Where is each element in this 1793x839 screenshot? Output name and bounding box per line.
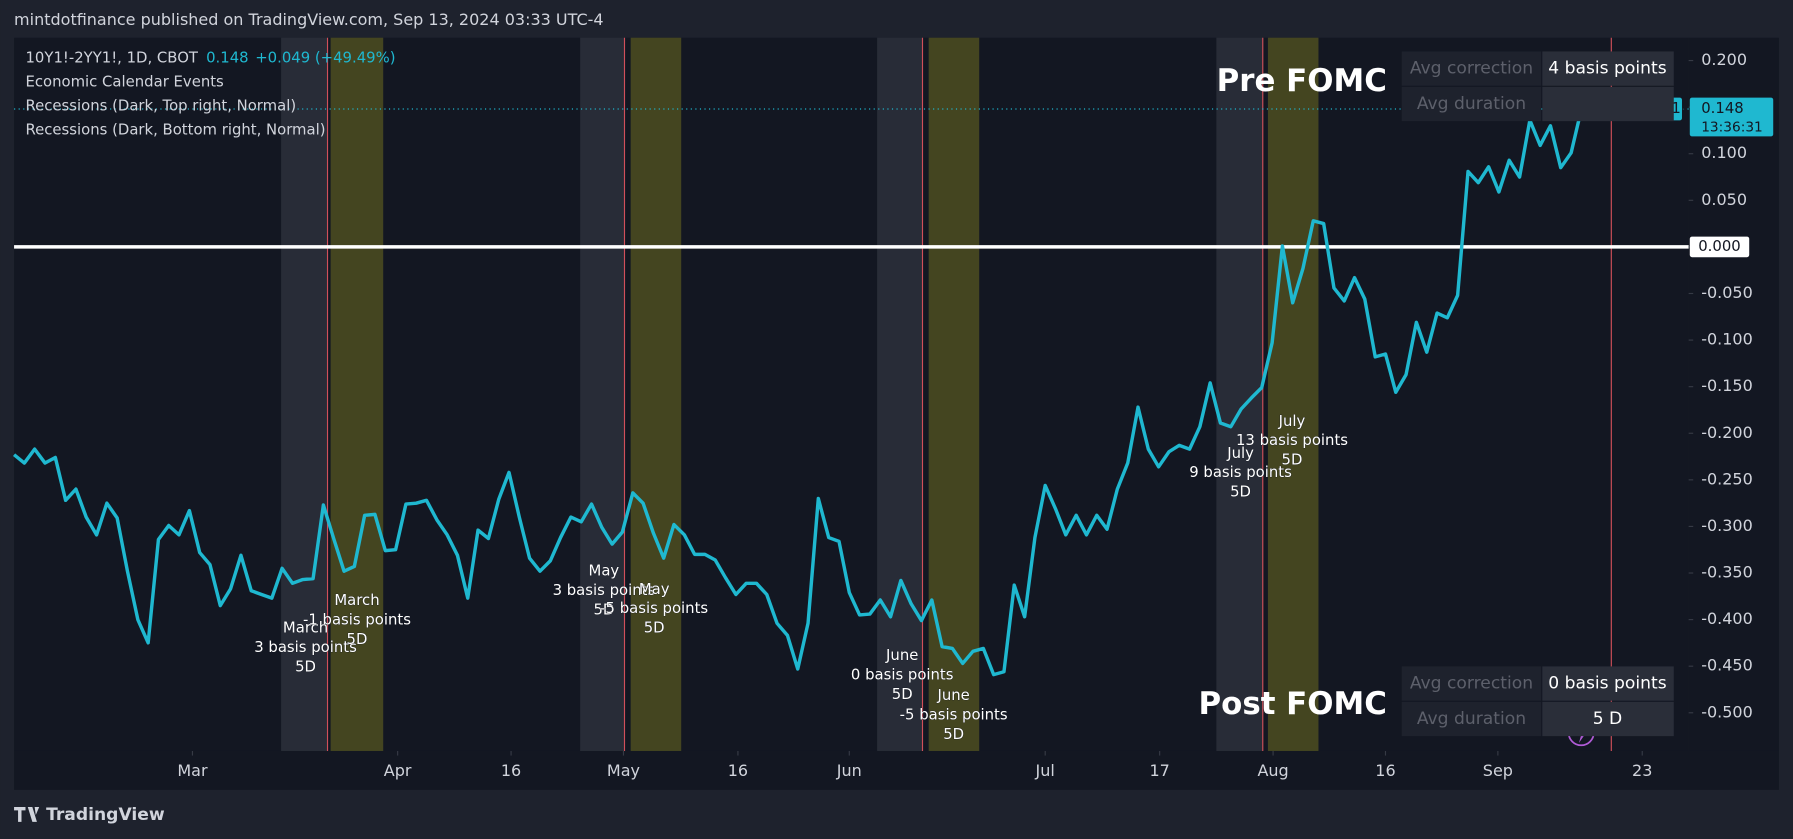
table-cell	[1542, 86, 1674, 122]
annotation: -1 basis points	[303, 611, 411, 629]
y-tick-label: -0.500	[1701, 702, 1753, 721]
price-axis	[1688, 37, 1779, 751]
annotation: 9 basis points	[1189, 463, 1292, 481]
pre-event-window	[281, 37, 328, 751]
x-tick-label: Jun	[836, 761, 862, 780]
annotation: March	[283, 619, 328, 637]
y-tick-label: -0.300	[1701, 516, 1753, 535]
annotation: 5D	[347, 630, 368, 648]
annotation: 5D	[892, 685, 913, 703]
table-key: Avg correction	[1410, 59, 1533, 79]
annotation: 5D	[943, 725, 964, 743]
y-tick-label: -0.050	[1701, 283, 1753, 302]
legend-price: 0.148	[206, 48, 249, 66]
series-line	[12, 108, 1584, 677]
post-event-window	[330, 37, 384, 751]
annotation: 5D	[1230, 483, 1251, 501]
pre-event-window	[877, 37, 923, 751]
x-tick-label: Sep	[1483, 761, 1513, 780]
annotation: June	[936, 686, 969, 704]
legend-change: +0.049 (+49.49%)	[255, 48, 395, 66]
x-tick-label: Apr	[384, 761, 412, 780]
table-cell	[1401, 86, 1542, 122]
annotation: March	[334, 591, 379, 609]
post-event-window	[928, 37, 980, 751]
annotation: 5D	[1282, 451, 1303, 469]
x-tick-label: 23	[1632, 761, 1652, 780]
annotation: 3 basis points	[553, 581, 656, 599]
post-event-window	[630, 37, 682, 751]
annotation: July	[1226, 444, 1254, 462]
zero-label-box	[1689, 236, 1750, 258]
y-tick-label: -0.150	[1701, 376, 1753, 395]
table-cell	[1542, 51, 1674, 86]
x-tick-label: 17	[1149, 761, 1169, 780]
y-tick-label: -0.100	[1701, 330, 1753, 349]
annotation: 13 basis points	[1236, 431, 1348, 449]
table-cell	[1542, 701, 1674, 737]
y-tick-label: -0.250	[1701, 469, 1753, 488]
table-key: Avg duration	[1417, 709, 1526, 729]
y-tick-label: -0.400	[1701, 609, 1753, 628]
table-value: 0 basis points	[1548, 674, 1666, 694]
publisher-header: mintdotfinance published on TradingView.…	[14, 10, 604, 29]
x-tick-label: Mar	[177, 761, 208, 780]
indicator: Recessions (Dark, Top right, Normal)	[25, 96, 296, 114]
table-key: Avg correction	[1410, 674, 1533, 694]
table-cell	[1401, 701, 1542, 737]
table-title: Pre FOMC	[1217, 63, 1387, 99]
logo-mark	[14, 806, 40, 822]
annotation: 3 basis points	[254, 638, 357, 656]
table-key: Avg duration	[1417, 94, 1526, 114]
x-tick-label: May	[607, 761, 640, 780]
time-axis	[14, 750, 1779, 790]
annotation: 5D	[644, 619, 665, 637]
indicator: Economic Calendar Events	[25, 72, 224, 90]
y-tick-label: 0.200	[1701, 50, 1747, 69]
x-tick-label: 16	[501, 761, 521, 780]
y-tick-label: 0.050	[1701, 190, 1747, 209]
post-event-window	[1267, 37, 1319, 751]
annotation: 5D	[295, 658, 316, 676]
price-tag: 0.148	[1701, 99, 1743, 117]
y-tick-label: 0.100	[1701, 143, 1747, 162]
table-value: 5 D	[1593, 709, 1623, 729]
y-tick-label: -0.450	[1701, 656, 1753, 675]
annotation: July	[1278, 412, 1306, 430]
footer-brand: TradingView	[46, 805, 165, 825]
x-tick-label: Aug	[1257, 761, 1288, 780]
annotation: May	[589, 562, 620, 580]
annotation: 5D	[593, 600, 614, 618]
annotation: June	[885, 646, 918, 664]
countdown: 13:36:31	[1701, 119, 1763, 135]
zero-label: 0.000	[1698, 237, 1741, 255]
table-cell	[1401, 666, 1542, 701]
y-tick-label: -0.200	[1701, 423, 1753, 442]
plot-area	[14, 37, 1689, 751]
table-value: 4 basis points	[1548, 59, 1666, 79]
x-tick-label: 16	[1375, 761, 1395, 780]
x-tick-label: Jul	[1035, 761, 1055, 780]
annotation: -5 basis points	[900, 706, 1008, 724]
pre-event-window	[580, 37, 625, 751]
annotation: -5 basis points	[600, 599, 708, 617]
indicator: Recessions (Dark, Bottom right, Normal)	[25, 120, 325, 138]
annotation: 0 basis points	[851, 666, 954, 684]
price-tag-box	[1689, 97, 1774, 137]
legend-symbol: 10Y1!-2YY1!, 1D, CBOT	[25, 48, 198, 66]
x-tick-label: 16	[728, 761, 748, 780]
table-cell	[1401, 51, 1542, 86]
annotation: May	[639, 580, 670, 598]
table-cell	[1542, 666, 1674, 701]
y-tick-label: -0.350	[1701, 563, 1753, 582]
table-title: Post FOMC	[1199, 686, 1387, 722]
plot	[12, 37, 1689, 751]
